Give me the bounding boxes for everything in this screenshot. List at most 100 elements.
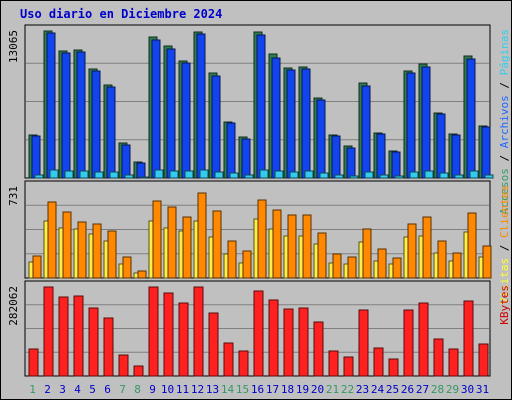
- bar-clientes-day-28: [437, 240, 447, 279]
- day-label-15: 15: [236, 383, 249, 396]
- bar-archivos-day-27: [421, 66, 431, 179]
- day-label-16: 16: [251, 383, 264, 396]
- bar-kbytes-day-10: [163, 292, 174, 377]
- bar-archivos-day-4: [76, 51, 86, 179]
- bar-archivos-day-16: [256, 34, 266, 179]
- day-label-13: 13: [206, 383, 219, 396]
- day-label-2: 2: [44, 383, 51, 396]
- day-label-22: 22: [341, 383, 354, 396]
- bar-pginas-day-12: [199, 169, 209, 179]
- bar-pginas-day-11: [184, 170, 194, 179]
- bar-pginas-day-9: [154, 169, 164, 179]
- bar-kbytes-day-6: [103, 317, 114, 377]
- series-legend: Visitas / Clientes: [498, 185, 511, 304]
- bar-pginas-day-31: [484, 174, 494, 179]
- bar-archivos-day-1: [31, 135, 41, 179]
- bar-pginas-day-20: [319, 172, 329, 179]
- bar-clientes-day-1: [32, 255, 42, 279]
- bar-archivos-day-24: [376, 133, 386, 179]
- bar-clientes-day-24: [377, 248, 387, 279]
- y-max-label: 731: [7, 186, 20, 206]
- day-label-17: 17: [266, 383, 279, 396]
- day-label-3: 3: [59, 383, 66, 396]
- bar-kbytes-day-30: [463, 300, 474, 377]
- bar-kbytes-day-13: [208, 312, 219, 377]
- day-label-26: 26: [401, 383, 414, 396]
- day-label-30: 30: [461, 383, 474, 396]
- bar-kbytes-day-9: [148, 286, 159, 377]
- day-label-24: 24: [371, 383, 385, 396]
- bar-archivos-day-28: [436, 113, 446, 179]
- bar-kbytes-day-4: [73, 295, 84, 377]
- bar-archivos-day-15: [241, 138, 251, 179]
- day-label-8: 8: [134, 383, 141, 396]
- bar-clientes-day-6: [107, 230, 117, 279]
- bar-pginas-day-1: [34, 174, 44, 179]
- day-label-10: 10: [161, 383, 174, 396]
- bar-pginas-day-22: [349, 175, 359, 179]
- bar-pginas-day-24: [379, 174, 389, 179]
- bar-clientes-day-14: [227, 240, 237, 279]
- day-label-9: 9: [149, 383, 156, 396]
- bar-pginas-day-14: [229, 172, 239, 179]
- bar-kbytes-day-27: [418, 302, 429, 377]
- bar-archivos-day-17: [271, 57, 281, 179]
- bar-archivos-day-21: [331, 135, 341, 179]
- bar-kbytes-day-18: [283, 308, 294, 377]
- bar-pginas-day-4: [79, 170, 89, 179]
- day-label-7: 7: [119, 383, 126, 396]
- bar-pginas-day-13: [214, 171, 224, 179]
- bar-clientes-day-2: [47, 201, 57, 279]
- bar-clientes-day-31: [482, 245, 492, 279]
- bar-kbytes-day-26: [403, 309, 414, 377]
- bar-clientes-day-15: [242, 250, 252, 279]
- day-label-27: 27: [416, 383, 429, 396]
- bar-kbytes-day-3: [58, 296, 69, 377]
- bar-archivos-day-12: [196, 33, 206, 179]
- series-legend: KBytes: [498, 285, 511, 325]
- bar-archivos-day-29: [451, 134, 461, 179]
- day-label-25: 25: [386, 383, 399, 396]
- day-label-11: 11: [176, 383, 189, 396]
- y-max-label: 282062: [7, 286, 20, 326]
- bar-archivos-day-6: [106, 86, 116, 179]
- bar-kbytes-day-5: [88, 307, 99, 377]
- bar-pginas-day-25: [394, 175, 404, 179]
- bar-archivos-day-22: [346, 147, 356, 179]
- day-label-23: 23: [356, 383, 369, 396]
- bar-pginas-day-2: [49, 169, 59, 179]
- legend-entry: Accesos: [498, 168, 511, 214]
- bar-kbytes-day-16: [253, 290, 264, 377]
- bar-kbytes-day-15: [238, 350, 249, 377]
- bar-clientes-day-8: [137, 270, 147, 279]
- bar-kbytes-day-22: [343, 356, 354, 377]
- bar-pginas-day-27: [424, 170, 434, 179]
- bar-archivos-day-25: [391, 151, 401, 179]
- bar-clientes-day-30: [467, 212, 477, 279]
- day-label-20: 20: [311, 383, 324, 396]
- legend-entry: /: [498, 238, 511, 258]
- bar-kbytes-day-2: [43, 286, 54, 377]
- bar-clientes-day-5: [92, 223, 102, 279]
- day-label-29: 29: [446, 383, 459, 396]
- bar-archivos-day-18: [286, 69, 296, 179]
- bar-pginas-day-21: [334, 174, 344, 179]
- bar-pginas-day-8: [139, 176, 149, 179]
- bar-archivos-day-5: [91, 70, 101, 179]
- bar-archivos-day-2: [46, 32, 56, 179]
- bar-clientes-day-10: [167, 206, 177, 279]
- bar-pginas-day-23: [364, 171, 374, 179]
- day-label-5: 5: [89, 383, 96, 396]
- bar-pginas-day-3: [64, 170, 74, 179]
- bar-pginas-day-10: [169, 170, 179, 179]
- bar-clientes-day-11: [182, 216, 192, 279]
- bar-clientes-day-7: [122, 256, 132, 279]
- bar-clientes-day-26: [407, 223, 417, 279]
- bar-clientes-day-17: [272, 209, 282, 279]
- bar-archivos-day-9: [151, 39, 161, 179]
- legend-entry: KBytes: [498, 285, 511, 325]
- bar-archivos-day-31: [481, 126, 491, 179]
- panel-2: 731 Visitas / Clientes: [7, 180, 511, 304]
- bar-clientes-day-4: [77, 221, 87, 279]
